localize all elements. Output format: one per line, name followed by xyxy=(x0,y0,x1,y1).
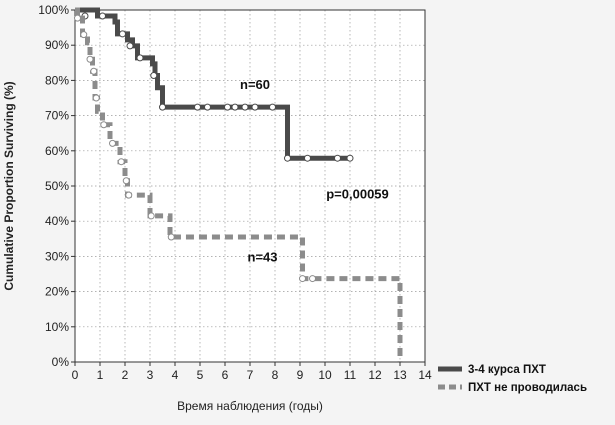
censor-marker xyxy=(270,104,276,110)
y-axis-title: Cumulative Proportion Surviving (%) xyxy=(2,81,16,290)
legend-label-pxt: 3-4 курса ПХТ xyxy=(468,364,546,376)
x-axis-title: Время наблюдения (годы) xyxy=(177,399,323,413)
censor-marker xyxy=(118,159,124,165)
legend: 3-4 курса ПХТ ПХТ не проводилась xyxy=(438,364,587,394)
censor-marker xyxy=(347,155,353,161)
censor-marker xyxy=(160,104,166,110)
annotation-label: n=60 xyxy=(240,77,270,92)
censor-marker xyxy=(252,104,258,110)
y-axis-ticks: 0% 10% 20% 30% 40% 50% 60% 70% 80% 90% 100% xyxy=(38,3,75,369)
y-tick-label: 70% xyxy=(45,109,69,123)
x-tick-label: 6 xyxy=(222,368,229,382)
censor-marker xyxy=(100,13,106,19)
censor-marker xyxy=(93,95,99,101)
censor-marker xyxy=(123,178,129,184)
censor-marker xyxy=(75,15,81,21)
censor-marker xyxy=(168,234,174,240)
censor-marker xyxy=(127,43,133,49)
y-tick-label: 50% xyxy=(45,179,69,193)
censor-marker xyxy=(232,104,238,110)
x-tick-label: 0 xyxy=(72,368,79,382)
censor-marker xyxy=(81,32,87,38)
censor-marker xyxy=(120,31,126,37)
censor-marker xyxy=(300,276,306,282)
x-tick-label: 4 xyxy=(172,368,179,382)
y-tick-label: 100% xyxy=(38,3,69,17)
y-tick-label: 90% xyxy=(45,38,69,52)
x-tick-label: 2 xyxy=(122,368,129,382)
y-tick-label: 0% xyxy=(52,355,70,369)
censor-marker xyxy=(285,155,291,161)
y-tick-label: 60% xyxy=(45,144,69,158)
x-tick-label: 3 xyxy=(147,368,154,382)
y-tick-label: 80% xyxy=(45,73,69,87)
x-axis-ticks: 01234567891011121314 xyxy=(72,362,432,382)
censor-marker xyxy=(87,56,93,62)
x-tick-label: 11 xyxy=(344,368,357,382)
x-tick-label: 1 xyxy=(97,368,104,382)
censor-marker xyxy=(305,155,311,161)
censor-marker xyxy=(195,104,201,110)
censor-marker xyxy=(101,122,107,128)
censor-marker xyxy=(205,104,211,110)
censor-marker xyxy=(242,104,248,110)
censor-marker xyxy=(151,72,157,78)
censor-marker xyxy=(335,155,341,161)
y-tick-label: 30% xyxy=(45,249,69,263)
censor-marker xyxy=(310,276,316,282)
censor-marker xyxy=(148,213,154,219)
legend-label-no-pxt: ПХТ не проводилась xyxy=(468,382,587,394)
censor-marker xyxy=(110,140,116,146)
censor-marker xyxy=(225,104,231,110)
x-tick-label: 8 xyxy=(272,368,279,382)
censor-marker xyxy=(126,192,132,198)
x-tick-label: 5 xyxy=(197,368,204,382)
censor-marker xyxy=(137,55,143,61)
x-tick-label: 10 xyxy=(318,368,332,382)
censor-marker xyxy=(91,68,97,74)
x-tick-label: 12 xyxy=(368,368,382,382)
x-tick-label: 7 xyxy=(247,368,254,382)
x-tick-label: 13 xyxy=(393,368,407,382)
y-tick-label: 40% xyxy=(45,214,69,228)
annotation-label: p=0,00059 xyxy=(326,186,389,201)
annotation-label: n=43 xyxy=(248,250,278,265)
y-tick-label: 20% xyxy=(45,285,69,299)
x-tick-label: 9 xyxy=(297,368,304,382)
x-tick-label: 14 xyxy=(418,368,432,382)
y-tick-label: 10% xyxy=(45,320,69,334)
